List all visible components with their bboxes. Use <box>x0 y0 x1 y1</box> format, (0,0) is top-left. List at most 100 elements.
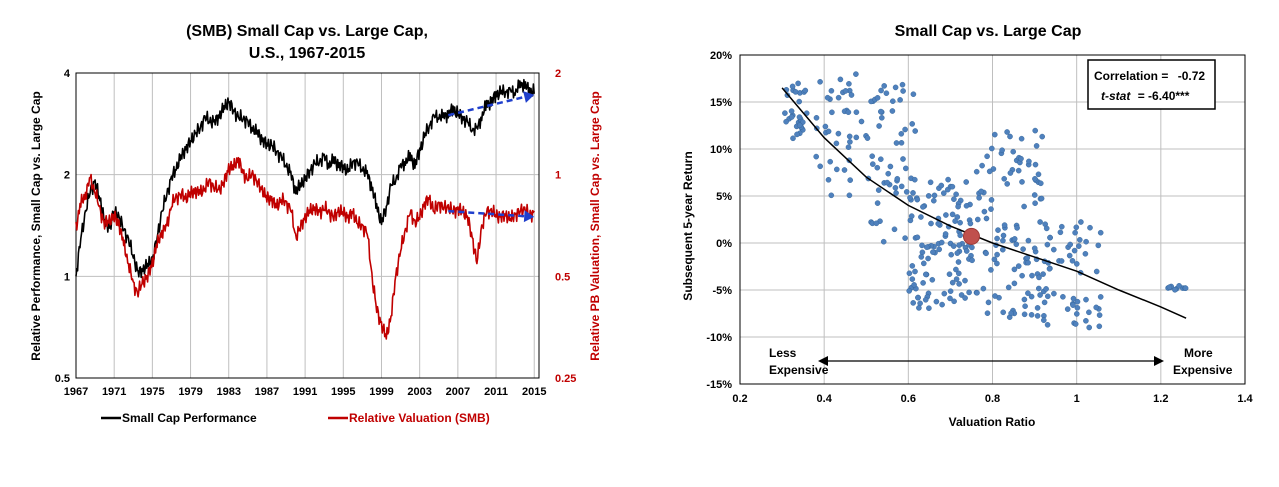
scatter-point <box>1045 293 1051 300</box>
left-x-tick-label: 1995 <box>331 386 355 398</box>
scatter-point <box>912 268 918 275</box>
stats-correlation: Correlation = -0.72 <box>1094 69 1205 83</box>
scatter-point <box>953 266 959 273</box>
scatter-point <box>1051 290 1057 297</box>
scatter-point <box>1066 252 1073 259</box>
scatter-point <box>911 282 917 288</box>
scatter-point <box>978 188 985 195</box>
scatter-point <box>984 310 991 317</box>
right-y-tick-label: -10% <box>706 332 732 344</box>
scatter-point <box>1058 258 1065 264</box>
scatter-point <box>874 164 881 171</box>
scatter-point <box>1004 181 1011 187</box>
scatter-point <box>892 84 899 91</box>
scatter-point <box>889 108 896 114</box>
scatter-point <box>920 204 926 210</box>
left-chart-y2-ticks: 2 1 0.5 0.25 <box>555 68 576 385</box>
scatter-point <box>1011 280 1018 287</box>
stats-tstat: t-stat = -6.40*** <box>1101 89 1190 103</box>
scatter-point <box>942 231 949 237</box>
scatter-point <box>1015 167 1022 174</box>
scatter-point <box>853 71 859 77</box>
scatter-point <box>845 144 852 150</box>
scatter-point <box>1077 236 1083 243</box>
scatter-point <box>907 194 913 201</box>
left-x-tick-label: 1975 <box>140 386 164 398</box>
scatter-point <box>813 115 820 121</box>
scatter-point <box>898 183 905 190</box>
scatter-point <box>825 128 832 135</box>
scatter-point <box>951 196 957 202</box>
right-chart-x-axis-label: Valuation Ratio <box>949 415 1036 429</box>
scatter-point <box>1034 313 1041 319</box>
right-x-tick-label: 0.2 <box>732 393 747 405</box>
scatter-point <box>835 94 842 101</box>
scatter-point <box>1074 304 1081 311</box>
scatter-point <box>878 87 884 94</box>
scatter-point <box>988 267 994 273</box>
scatter-point <box>973 168 980 175</box>
scatter-point <box>900 156 906 162</box>
scatter-point <box>1041 317 1047 324</box>
scatter-point <box>893 140 900 146</box>
scatter-point <box>1083 238 1089 245</box>
left-x-tick-label: 1971 <box>102 386 126 398</box>
right-chart-y-ticks: 20% 15% 10% 5% 0% -5% -10% -15% <box>706 50 732 391</box>
scatter-point <box>1074 298 1081 305</box>
scatter-point <box>1026 158 1032 165</box>
scatter-point <box>925 193 932 199</box>
left-y-tick-label: 1 <box>64 271 70 283</box>
left-y-tick-label: 2 <box>64 170 70 182</box>
scatter-point <box>910 190 916 196</box>
scatter-point <box>995 227 1001 233</box>
scatter-point <box>949 279 956 286</box>
scatter-point <box>917 300 923 307</box>
expense-arrow-left-head <box>818 356 828 366</box>
scatter-point <box>813 153 820 160</box>
scatter-point <box>915 294 921 301</box>
scatter-point <box>985 299 992 306</box>
scatter-point <box>1083 317 1089 324</box>
scatter-point <box>949 183 956 190</box>
scatter-point <box>1096 323 1103 330</box>
right-chart-y-axis-label: Subsequent 5-year Return <box>681 151 695 300</box>
scatter-point <box>1093 268 1100 275</box>
scatter-point <box>1022 303 1028 310</box>
scatter-point <box>885 170 892 177</box>
scatter-point <box>962 295 968 301</box>
scatter-point <box>1035 171 1042 178</box>
scatter-point <box>941 290 948 297</box>
correlation-value: -0.72 <box>1178 69 1206 83</box>
scatter-point <box>1013 241 1020 248</box>
scatter-point <box>928 220 934 227</box>
scatter-point <box>951 298 957 305</box>
right-chart-stats-box: Correlation = -0.72 t-stat = -6.40*** <box>1087 59 1216 110</box>
scatter-point <box>1025 290 1031 297</box>
scatter-point <box>828 192 835 199</box>
scatter-point <box>999 147 1005 153</box>
scatter-point <box>974 289 980 296</box>
scatter-point <box>957 219 963 226</box>
scatter-point <box>1011 236 1018 242</box>
scatter-point <box>963 179 970 185</box>
scatter-point <box>1096 312 1103 318</box>
tstat-value: = -6.40*** <box>1138 89 1190 103</box>
scatter-point <box>938 239 945 246</box>
scatter-point <box>918 254 925 260</box>
less-expensive-line1: Less <box>769 346 797 360</box>
scatter-point <box>903 165 909 172</box>
scatter-point <box>842 88 849 94</box>
scatter-point <box>1043 286 1049 292</box>
scatter-point <box>1025 237 1032 244</box>
scatter-point <box>920 280 926 286</box>
right-chart-highlight <box>962 227 980 245</box>
scatter-point <box>1070 295 1077 302</box>
scatter-point <box>1044 321 1051 328</box>
scatter-point <box>1008 310 1014 317</box>
stats-box-frame <box>1087 59 1216 110</box>
left-y2-tick-label: 0.25 <box>555 373 576 385</box>
scatter-point <box>824 94 831 101</box>
scatter-point <box>950 243 957 249</box>
scatter-point <box>853 134 860 141</box>
scatter-point <box>1029 272 1035 279</box>
